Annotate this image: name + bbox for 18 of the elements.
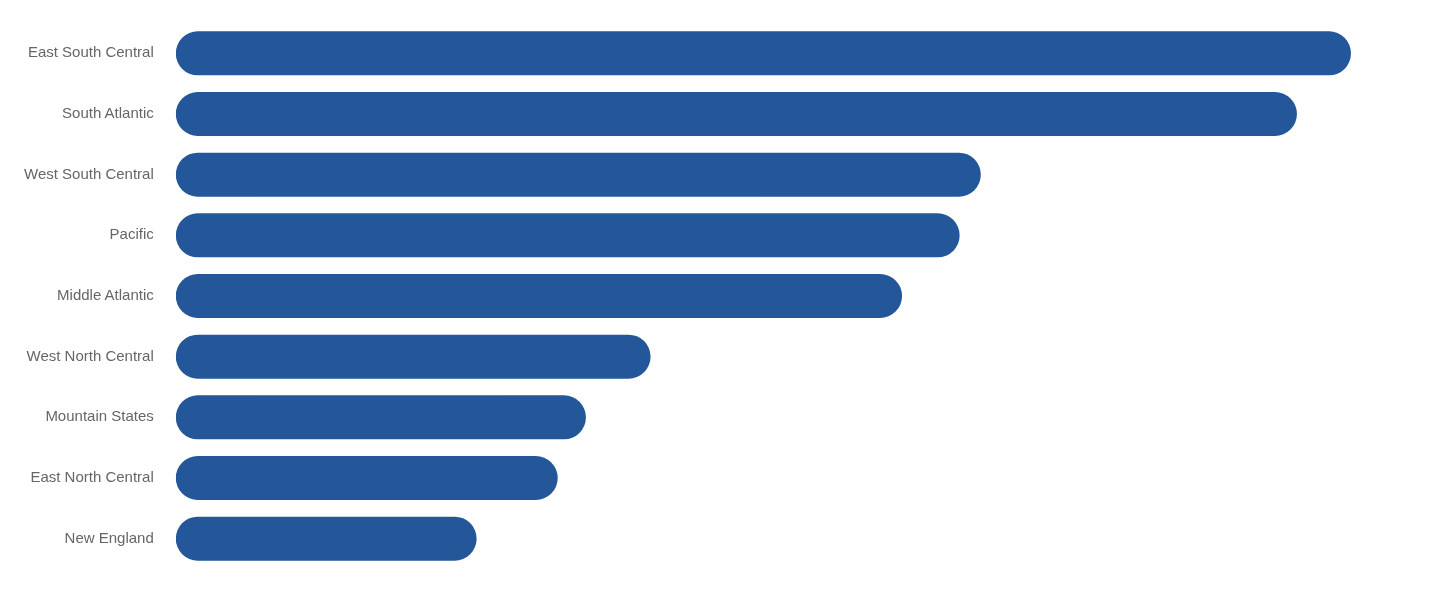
y-tick-label: West North Central	[26, 346, 154, 364]
bar	[175, 152, 981, 197]
bar	[175, 213, 960, 258]
y-tick-label: Pacific	[109, 225, 155, 243]
y-tick-label: East North Central	[30, 468, 154, 486]
y-tick-label: South Atlantic	[62, 104, 155, 122]
bar	[175, 456, 558, 500]
bar	[175, 92, 1297, 136]
bar	[175, 274, 903, 318]
y-tick-label: East South Central	[27, 43, 154, 61]
bar	[175, 516, 477, 561]
bar	[175, 31, 1351, 76]
y-tick-label: Mountain States	[45, 407, 154, 425]
bar	[175, 395, 586, 440]
bar	[175, 334, 651, 379]
y-tick-label: Middle Atlantic	[57, 286, 155, 304]
y-tick-label: New England	[64, 528, 154, 546]
y-tick-label: West South Central	[23, 164, 154, 182]
